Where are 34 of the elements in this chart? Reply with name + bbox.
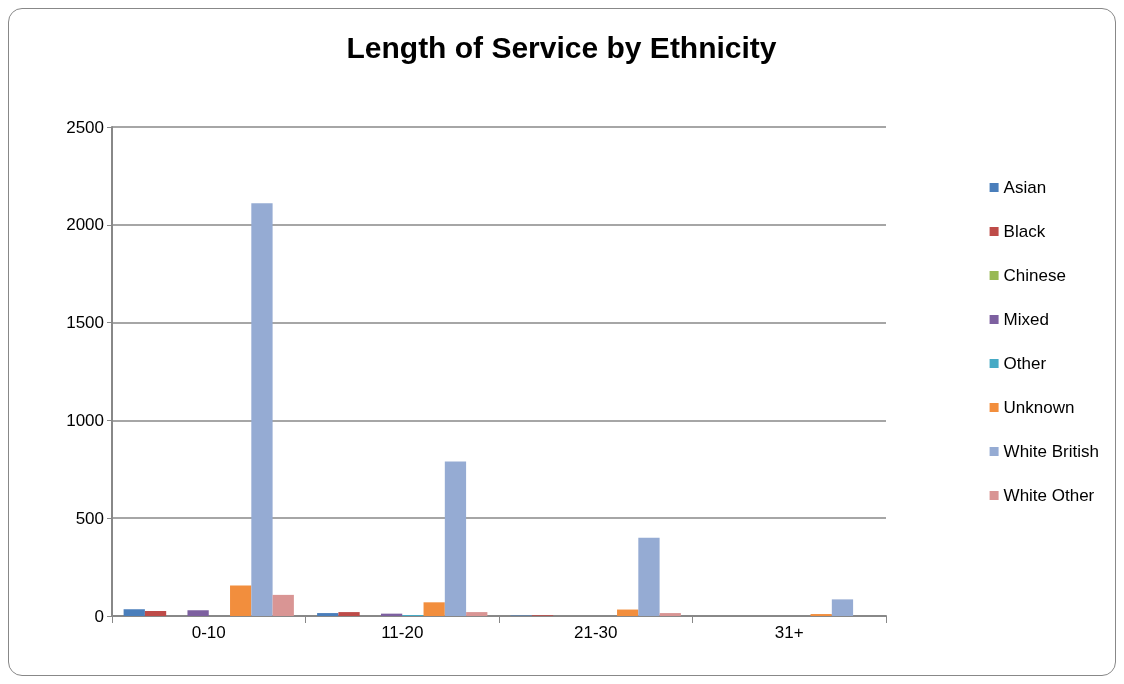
y-tick-label: 1500: [66, 313, 104, 333]
bar: [230, 585, 252, 616]
legend-label: Chinese: [1003, 266, 1066, 285]
legend-label: White Other: [1003, 486, 1095, 505]
y-tick-label: 2000: [66, 215, 104, 235]
y-tick-label: 1000: [66, 410, 104, 430]
legend-label: Mixed: [1003, 310, 1049, 329]
y-tick-label: 500: [75, 508, 104, 528]
legend-label: Asian: [1003, 178, 1047, 197]
y-tick-label: 2500: [66, 117, 104, 137]
bar: [444, 461, 467, 616]
y-tick-label: 0: [94, 606, 104, 626]
legend-label: Black: [1003, 222, 1046, 241]
chart-title: Length of Service by Ethnicity: [346, 30, 777, 64]
x-tick-label: 11-20: [381, 623, 424, 642]
bar: [144, 611, 167, 616]
bar: [338, 612, 360, 616]
bar: [251, 203, 273, 616]
bar: [831, 599, 854, 616]
bar: [466, 612, 488, 616]
bar: [617, 609, 639, 616]
bar: [272, 594, 294, 616]
legend-label: Unknown: [1003, 398, 1075, 417]
bar: [638, 537, 660, 616]
legend-label: Other: [1003, 354, 1047, 373]
x-tick-label: 0-10: [191, 623, 226, 642]
legend-label: White British: [1003, 442, 1100, 461]
x-tick-label: 31+: [774, 623, 804, 642]
bar: [187, 610, 209, 616]
x-tick-label: 21-30: [574, 623, 618, 642]
bar: [423, 602, 445, 616]
bar: [317, 613, 339, 616]
bar: [123, 609, 145, 616]
bar: [659, 613, 681, 616]
